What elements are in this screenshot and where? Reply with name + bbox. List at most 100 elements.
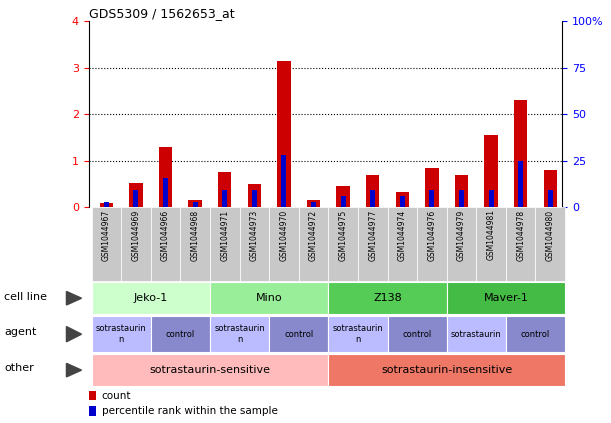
- Bar: [311, 202, 316, 207]
- Bar: [240, 207, 269, 281]
- Text: GDS5309 / 1562653_at: GDS5309 / 1562653_at: [89, 7, 234, 20]
- Text: control: control: [403, 330, 432, 339]
- Bar: [299, 207, 328, 281]
- Bar: [417, 207, 447, 281]
- Bar: [269, 207, 299, 281]
- Bar: [210, 282, 328, 314]
- Text: GSM1044971: GSM1044971: [220, 209, 229, 261]
- Text: Jeko-1: Jeko-1: [134, 293, 168, 303]
- Text: GSM1044967: GSM1044967: [102, 209, 111, 261]
- Bar: [159, 147, 172, 207]
- Bar: [89, 406, 97, 415]
- Text: GSM1044974: GSM1044974: [398, 209, 407, 261]
- Bar: [92, 207, 121, 281]
- Text: sotrastaurin-insensitive: sotrastaurin-insensitive: [381, 365, 512, 375]
- Text: cell line: cell line: [4, 291, 48, 302]
- Text: sotrastaurin
n: sotrastaurin n: [332, 324, 383, 344]
- Bar: [163, 179, 168, 207]
- Text: Maver-1: Maver-1: [483, 293, 529, 303]
- Bar: [366, 175, 379, 207]
- Bar: [188, 201, 202, 207]
- Bar: [514, 100, 527, 207]
- Bar: [277, 61, 291, 207]
- Bar: [477, 207, 506, 281]
- Bar: [547, 190, 553, 207]
- Text: control: control: [166, 330, 195, 339]
- Bar: [151, 207, 180, 281]
- Bar: [92, 282, 210, 314]
- Text: GSM1044979: GSM1044979: [457, 209, 466, 261]
- Bar: [387, 316, 447, 352]
- Text: sotrastaurin
n: sotrastaurin n: [96, 324, 147, 344]
- Text: percentile rank within the sample: percentile rank within the sample: [101, 406, 277, 416]
- Text: GSM1044975: GSM1044975: [338, 209, 348, 261]
- Text: sotrastaurin
n: sotrastaurin n: [214, 324, 265, 344]
- Bar: [447, 282, 565, 314]
- Bar: [192, 202, 198, 207]
- Bar: [447, 207, 477, 281]
- Bar: [92, 354, 328, 386]
- Bar: [544, 170, 557, 207]
- Text: Z138: Z138: [373, 293, 402, 303]
- Bar: [425, 168, 439, 207]
- Bar: [269, 316, 328, 352]
- Bar: [222, 190, 227, 207]
- Bar: [489, 190, 494, 207]
- Text: control: control: [284, 330, 313, 339]
- Polygon shape: [67, 363, 81, 377]
- Bar: [328, 207, 358, 281]
- Bar: [130, 183, 142, 207]
- Text: GSM1044976: GSM1044976: [428, 209, 436, 261]
- Text: Mino: Mino: [256, 293, 282, 303]
- Bar: [400, 195, 405, 207]
- Bar: [396, 192, 409, 207]
- Bar: [447, 316, 506, 352]
- Bar: [100, 203, 113, 207]
- Text: GSM1044980: GSM1044980: [546, 209, 555, 261]
- Polygon shape: [67, 291, 81, 305]
- Text: GSM1044978: GSM1044978: [516, 209, 525, 261]
- Text: count: count: [101, 390, 131, 401]
- Bar: [210, 316, 269, 352]
- Bar: [89, 391, 97, 400]
- Text: GSM1044966: GSM1044966: [161, 209, 170, 261]
- Bar: [252, 190, 257, 207]
- Bar: [104, 202, 109, 207]
- Bar: [328, 354, 565, 386]
- Bar: [328, 316, 387, 352]
- Bar: [307, 201, 320, 207]
- Text: other: other: [4, 363, 34, 374]
- Bar: [535, 207, 565, 281]
- Bar: [133, 190, 139, 207]
- Bar: [337, 186, 349, 207]
- Bar: [459, 190, 464, 207]
- Text: GSM1044970: GSM1044970: [279, 209, 288, 261]
- Bar: [210, 207, 240, 281]
- Bar: [387, 207, 417, 281]
- Text: GSM1044981: GSM1044981: [486, 209, 496, 261]
- Text: sotrastaurin: sotrastaurin: [451, 330, 502, 339]
- Bar: [518, 161, 523, 207]
- Bar: [430, 190, 434, 207]
- Bar: [455, 175, 468, 207]
- Bar: [485, 135, 498, 207]
- Bar: [506, 207, 535, 281]
- Text: GSM1044969: GSM1044969: [131, 209, 141, 261]
- Bar: [121, 207, 151, 281]
- Bar: [282, 155, 287, 207]
- Text: GSM1044972: GSM1044972: [309, 209, 318, 261]
- Bar: [370, 190, 375, 207]
- Text: GSM1044973: GSM1044973: [250, 209, 259, 261]
- Bar: [358, 207, 387, 281]
- Polygon shape: [67, 327, 81, 342]
- Text: sotrastaurin-sensitive: sotrastaurin-sensitive: [150, 365, 271, 375]
- Bar: [180, 207, 210, 281]
- Text: GSM1044968: GSM1044968: [191, 209, 200, 261]
- Text: agent: agent: [4, 327, 37, 337]
- Bar: [218, 173, 232, 207]
- Bar: [151, 316, 210, 352]
- Text: control: control: [521, 330, 550, 339]
- Bar: [506, 316, 565, 352]
- Bar: [247, 184, 261, 207]
- Text: GSM1044977: GSM1044977: [368, 209, 377, 261]
